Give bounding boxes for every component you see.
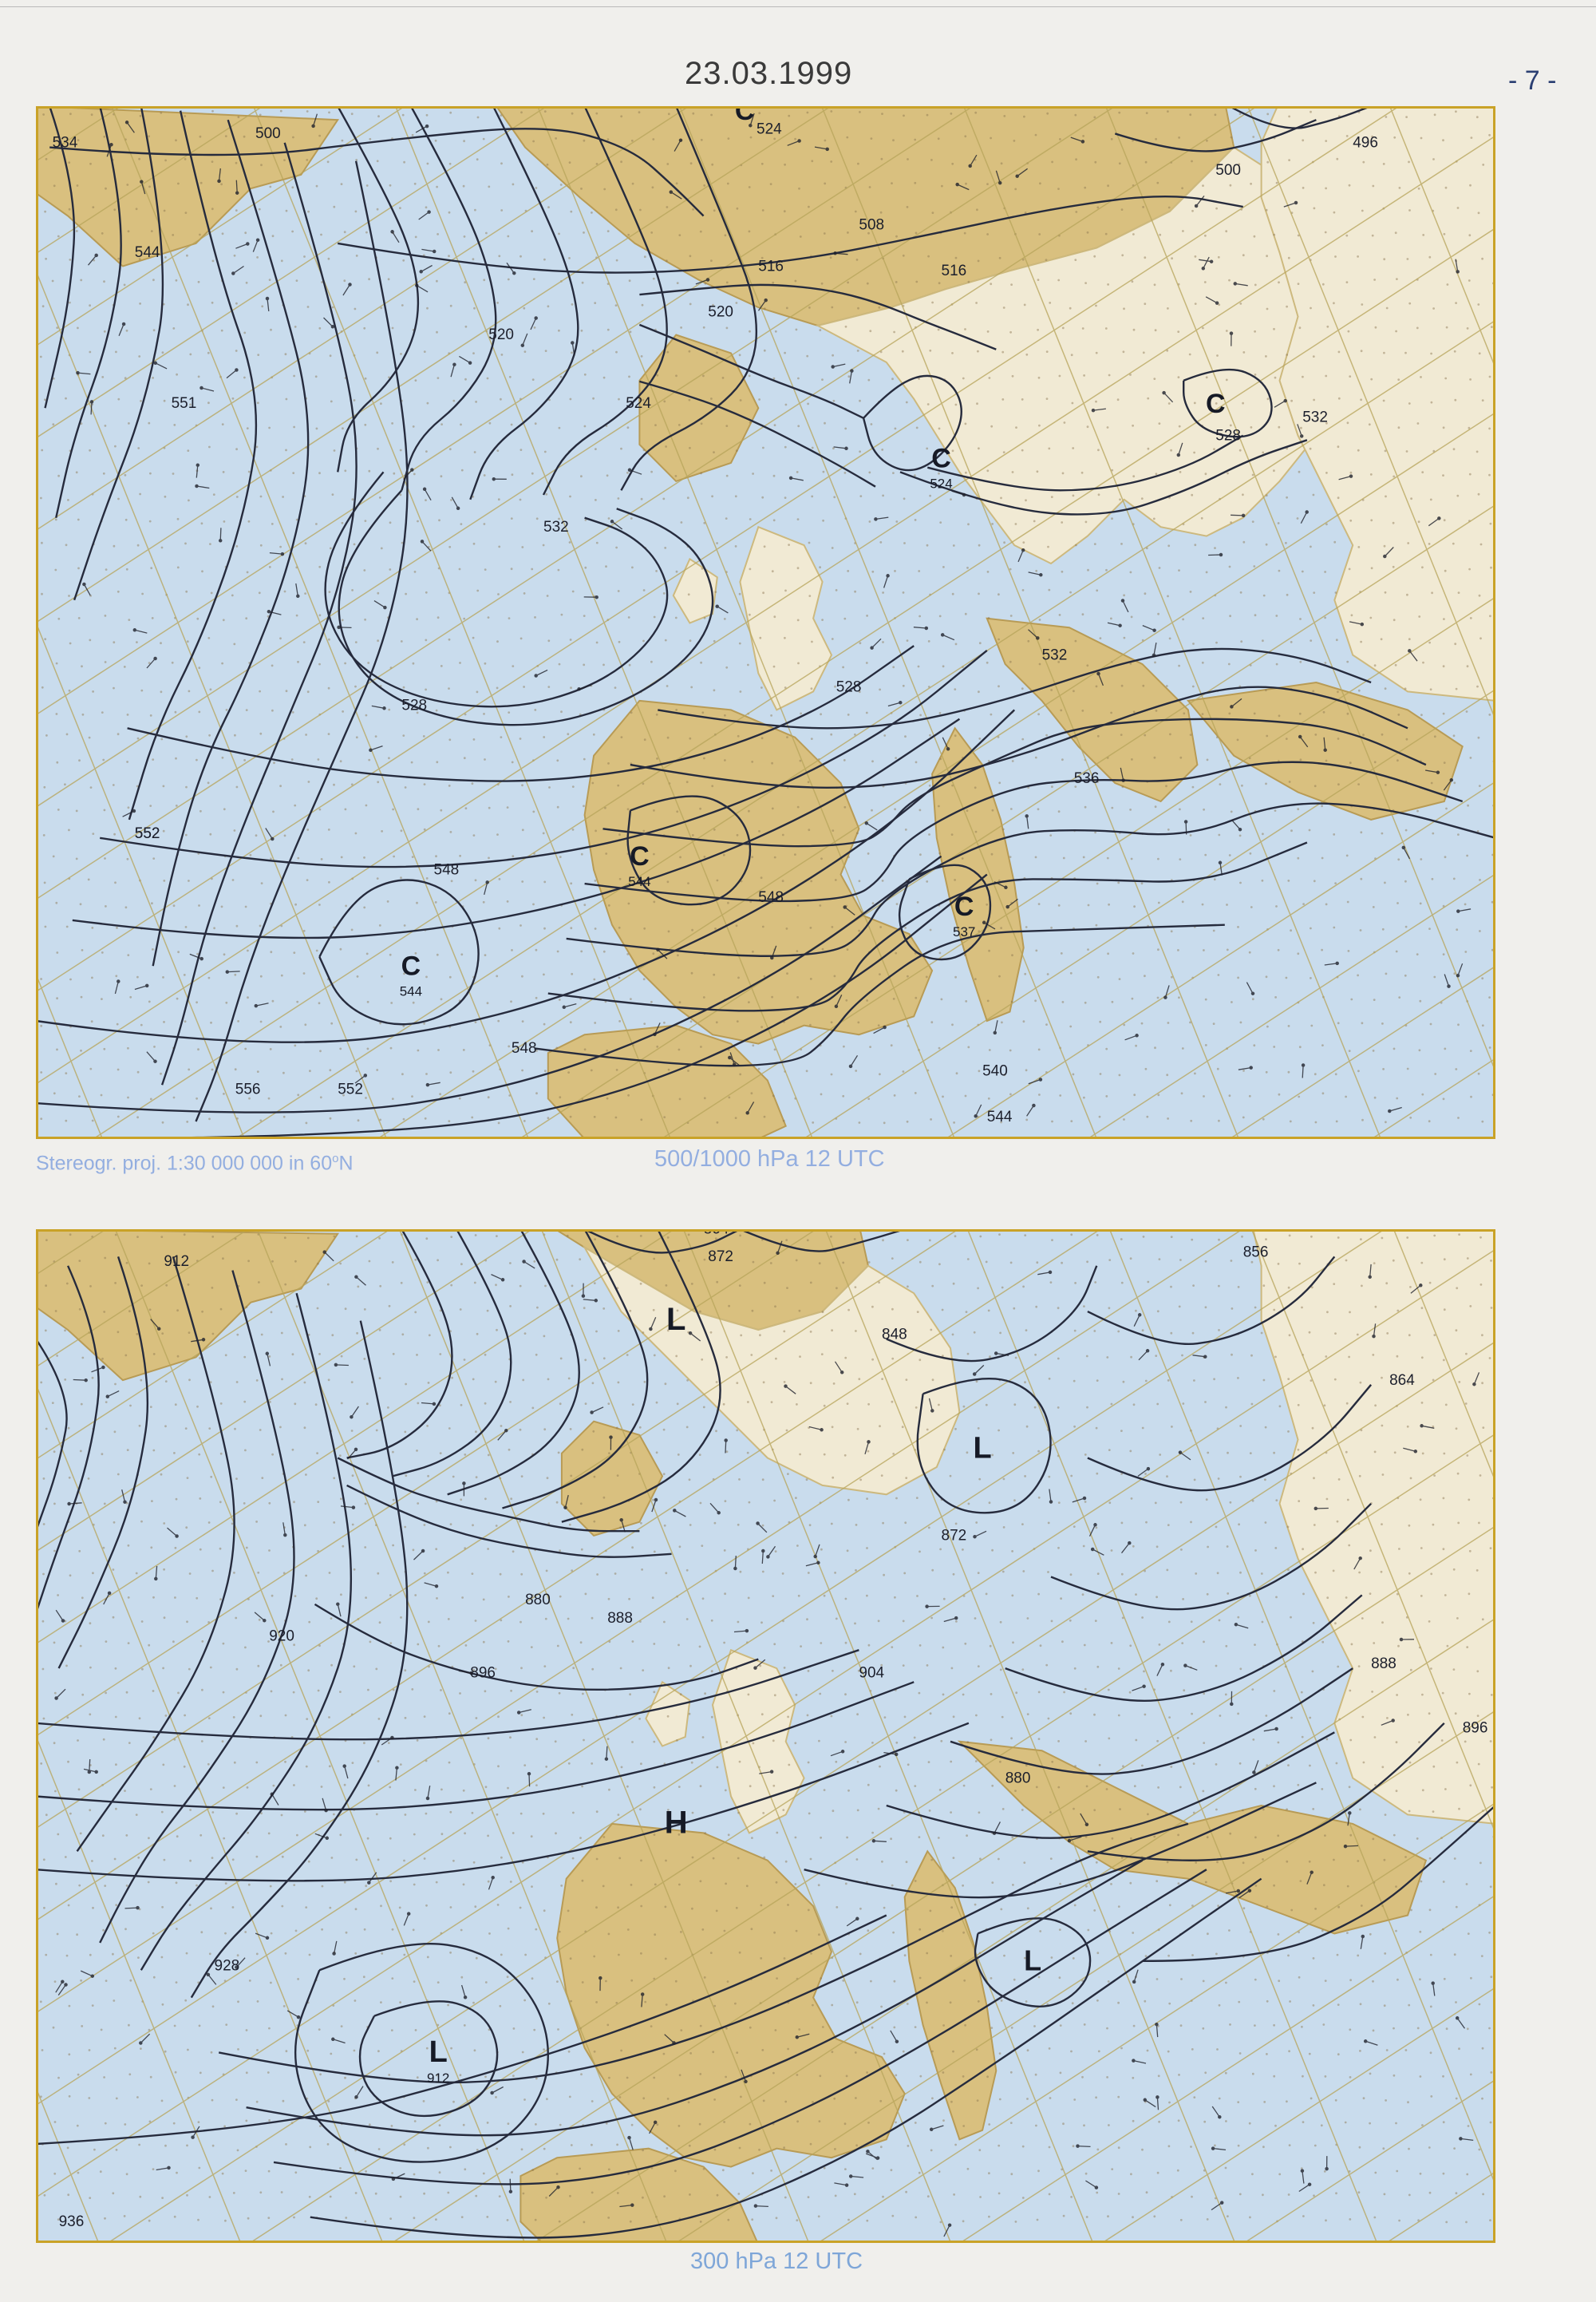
- svg-text:524: 524: [757, 121, 782, 137]
- svg-text:548: 548: [512, 1040, 537, 1057]
- svg-text:524: 524: [930, 477, 952, 492]
- svg-text:C: C: [931, 444, 951, 474]
- svg-text:520: 520: [488, 326, 514, 343]
- svg-text:516: 516: [942, 263, 967, 279]
- svg-text:508: 508: [859, 217, 884, 234]
- svg-text:536: 536: [1074, 770, 1100, 787]
- svg-text:548: 548: [758, 889, 784, 906]
- svg-text:528: 528: [401, 697, 427, 714]
- svg-text:532: 532: [1302, 409, 1328, 425]
- svg-text:500: 500: [255, 125, 281, 142]
- svg-text:534: 534: [53, 135, 78, 152]
- svg-text:552: 552: [135, 825, 160, 842]
- svg-text:C: C: [954, 892, 974, 922]
- svg-text:528: 528: [836, 678, 862, 695]
- svg-text:532: 532: [543, 519, 569, 536]
- svg-text:496: 496: [1353, 135, 1378, 152]
- svg-text:520: 520: [708, 304, 733, 321]
- svg-text:548: 548: [434, 862, 460, 879]
- svg-text:528: 528: [1215, 427, 1241, 444]
- svg-text:532: 532: [1042, 647, 1068, 663]
- svg-text:537: 537: [953, 924, 975, 939]
- svg-text:556: 556: [235, 1082, 261, 1098]
- svg-text:544: 544: [400, 984, 422, 999]
- svg-text:552: 552: [338, 1082, 363, 1098]
- svg-text:551: 551: [172, 395, 197, 412]
- svg-text:524: 524: [626, 395, 651, 412]
- svg-text:C: C: [401, 951, 421, 982]
- svg-text:544: 544: [628, 874, 650, 889]
- svg-text:C: C: [1206, 389, 1226, 419]
- svg-text:544: 544: [135, 244, 160, 261]
- svg-text:500: 500: [1215, 162, 1241, 179]
- svg-text:544: 544: [987, 1109, 1013, 1125]
- svg-text:540: 540: [982, 1063, 1008, 1080]
- svg-text:C: C: [630, 841, 650, 872]
- svg-text:516: 516: [758, 258, 784, 275]
